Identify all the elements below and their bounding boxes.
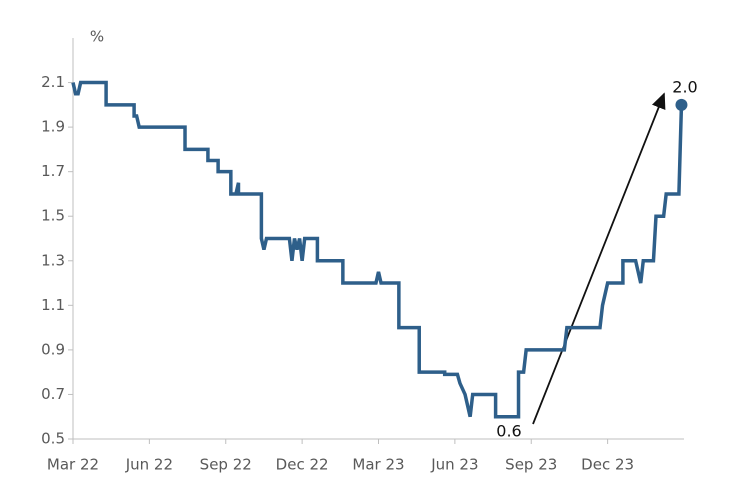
- x-tick-label: Dec 23: [581, 456, 634, 474]
- annotation-label: 2.0: [672, 78, 697, 97]
- y-tick-label: 1.1: [41, 296, 65, 314]
- y-axis-label: %: [90, 28, 104, 46]
- y-tick-label: 0.7: [41, 385, 65, 403]
- x-tick-label: Jun 22: [125, 456, 173, 474]
- x-tick-label: Sep 22: [200, 456, 252, 474]
- y-tick-label: 1.7: [41, 162, 65, 180]
- y-tick-label: 1.5: [41, 207, 65, 225]
- y-tick-label: 0.9: [41, 340, 65, 358]
- y-tick-label: 0.5: [41, 430, 65, 448]
- y-tick-label: 2.1: [41, 73, 65, 91]
- end-point: [675, 98, 688, 111]
- annotation-label: 0.6: [496, 422, 521, 441]
- x-tick-label: Mar 23: [352, 456, 404, 474]
- y-tick-label: 1.3: [41, 251, 65, 269]
- x-tick-label: Sep 23: [505, 456, 557, 474]
- annotation-arrow: [532, 92, 666, 425]
- x-tick-label: Jun 23: [430, 456, 478, 474]
- x-tick-label: Dec 22: [276, 456, 329, 474]
- y-tick-label: 1.9: [41, 118, 65, 136]
- x-tick-label: Mar 22: [47, 456, 99, 474]
- line-series: [71, 80, 684, 419]
